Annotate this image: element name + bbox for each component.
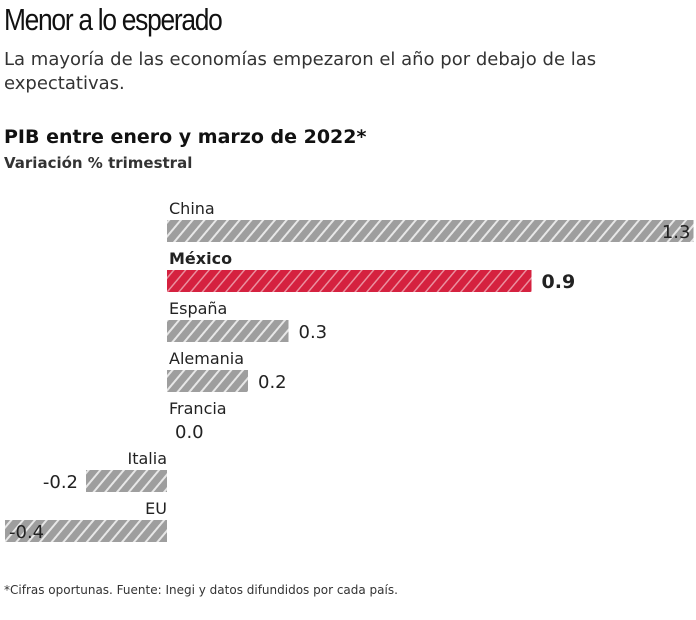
category-label: Italia [128, 449, 168, 468]
value-label: 0.3 [299, 322, 328, 343]
category-label: Alemania [169, 349, 244, 368]
chart-unit-label: Variación % trimestral [4, 154, 193, 172]
category-label: EU [145, 499, 167, 518]
category-label: China [169, 199, 215, 218]
source-note: *Cifras oportunas. Fuente: Inegi y datos… [4, 583, 398, 597]
value-label: -0.2 [43, 472, 78, 493]
value-label: 0.9 [542, 271, 576, 293]
category-label: México [169, 249, 232, 268]
category-label: España [169, 299, 227, 318]
value-label: 0.2 [258, 372, 287, 393]
value-label: -0.4 [9, 522, 44, 543]
bar [167, 320, 289, 342]
category-label: Francia [169, 399, 227, 418]
bar [167, 270, 532, 292]
bar [86, 470, 167, 492]
subheadline: La mayoría de las economías empezaron el… [4, 49, 597, 94]
bar [5, 520, 167, 542]
chart-title: PIB entre enero y marzo de 2022* [4, 126, 367, 148]
headline: Menor a lo esperado [4, 2, 223, 37]
bar [167, 370, 248, 392]
value-label: 0.0 [175, 422, 204, 443]
bar [167, 220, 694, 242]
value-label: 1.3 [662, 222, 691, 243]
